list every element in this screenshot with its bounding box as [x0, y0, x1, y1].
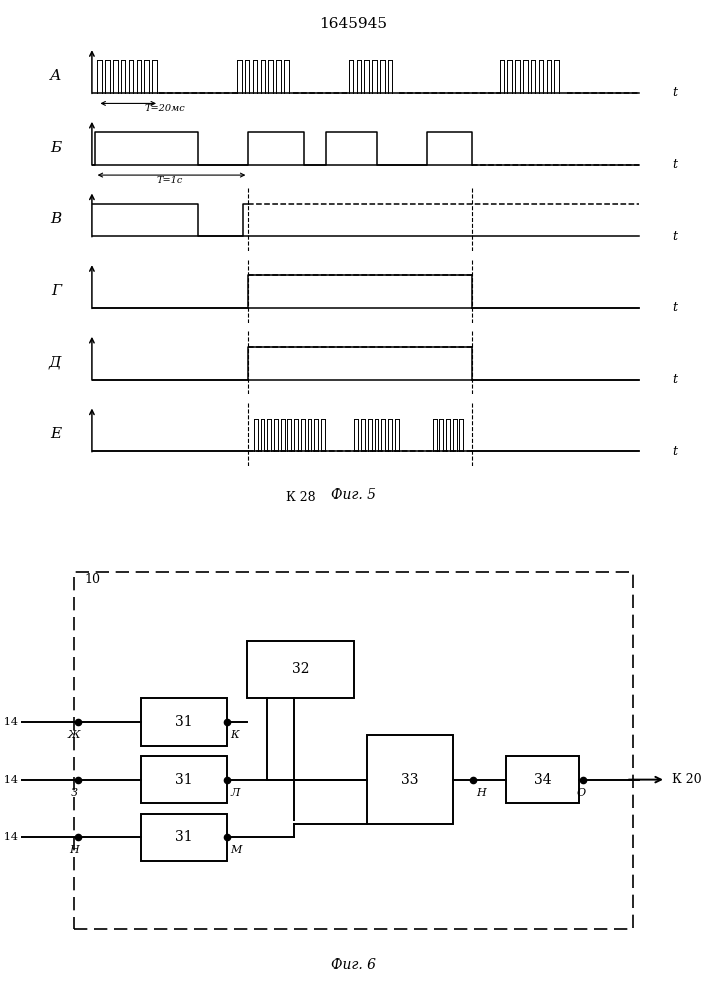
Text: t: t	[673, 373, 678, 386]
Text: Фиг. 6: Фиг. 6	[331, 958, 376, 972]
Text: 31: 31	[175, 830, 193, 844]
Bar	[74, 572, 633, 929]
Bar	[247, 641, 354, 698]
Text: В: В	[50, 212, 62, 226]
Text: От 14: От 14	[0, 775, 18, 785]
Text: 31: 31	[175, 715, 193, 729]
Text: К 28: К 28	[286, 491, 315, 504]
Bar	[141, 814, 227, 861]
Text: Е: Е	[50, 427, 62, 441]
Text: О: О	[576, 788, 585, 798]
Text: Н: Н	[69, 845, 79, 855]
Text: t: t	[673, 301, 678, 314]
Text: 1645945: 1645945	[320, 17, 387, 31]
Text: 32: 32	[291, 662, 309, 676]
Text: t: t	[673, 445, 678, 458]
Text: 33: 33	[402, 773, 419, 787]
Bar	[367, 735, 453, 824]
Text: 10: 10	[84, 573, 100, 586]
Text: 34: 34	[534, 773, 551, 787]
Text: От 14: От 14	[0, 717, 18, 727]
Bar	[506, 756, 580, 803]
Text: Ж: Ж	[68, 730, 81, 740]
Text: К 20: К 20	[672, 773, 702, 786]
Text: М: М	[230, 845, 242, 855]
Text: Л: Л	[230, 788, 240, 798]
Bar	[141, 698, 227, 746]
Text: T=20мс: T=20мс	[145, 104, 186, 113]
Text: 31: 31	[175, 773, 193, 787]
Text: От 14: От 14	[0, 832, 18, 842]
Text: З: З	[71, 788, 78, 798]
Text: Фиг. 5: Фиг. 5	[331, 488, 376, 502]
Text: К: К	[230, 730, 239, 740]
Bar	[141, 756, 227, 803]
Text: t: t	[673, 158, 678, 171]
Text: А: А	[49, 69, 62, 83]
Text: t: t	[673, 86, 678, 99]
Text: Г: Г	[51, 284, 62, 298]
Text: T=1с: T=1с	[157, 176, 183, 185]
Text: t: t	[673, 230, 678, 243]
Text: Д: Д	[49, 356, 62, 369]
Text: Н: Н	[477, 788, 486, 798]
Text: Б: Б	[50, 140, 62, 154]
